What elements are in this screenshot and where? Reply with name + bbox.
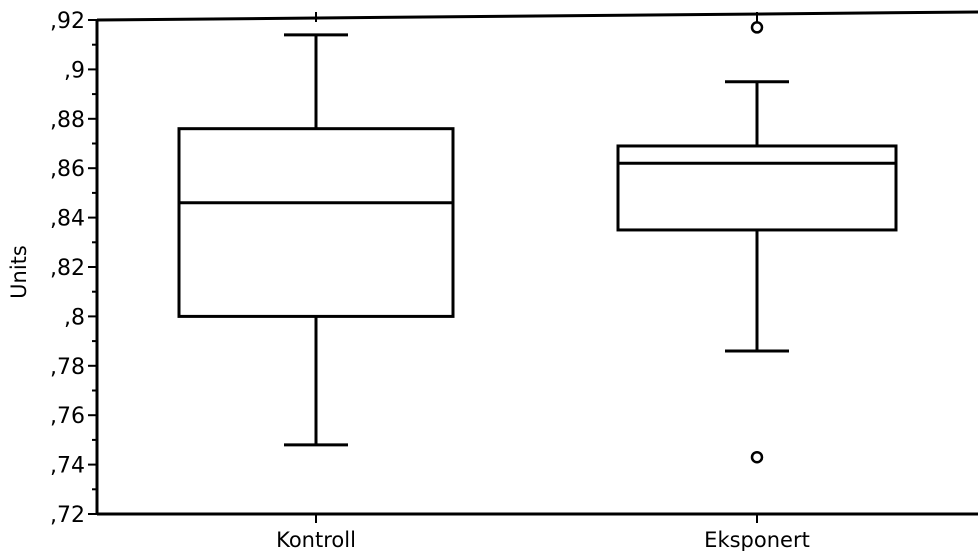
y-tick-label: ,86 xyxy=(50,157,85,182)
y-tick-label: ,92 xyxy=(50,9,85,34)
boxes-layer xyxy=(177,21,898,464)
y-tick-label: ,8 xyxy=(64,305,85,330)
y-tick-label: ,9 xyxy=(64,58,85,83)
outlier-point xyxy=(750,21,764,34)
y-tick-label: ,74 xyxy=(50,454,85,479)
y-tick-label: ,72 xyxy=(50,503,85,528)
box-group xyxy=(616,21,898,464)
plot-top-border xyxy=(96,10,978,22)
y-tick-label: ,76 xyxy=(50,404,85,429)
y-tick-label: ,78 xyxy=(50,355,85,380)
outlier-point xyxy=(750,450,764,464)
y-axis-title: Units xyxy=(7,245,31,299)
y-axis: ,72 ,74 ,76 ,78 ,8 ,82 ,84 ,86 ,88 ,9 ,92 xyxy=(50,9,97,528)
y-tick-label: ,84 xyxy=(50,207,85,232)
box-group xyxy=(177,33,455,447)
x-category-label: Eksponert xyxy=(704,528,810,551)
iqr-box xyxy=(177,127,455,318)
x-axis: Kontroll Eksponert xyxy=(276,12,810,551)
x-category-label: Kontroll xyxy=(276,528,356,551)
y-tick-label: ,82 xyxy=(50,256,85,281)
iqr-box xyxy=(616,144,898,232)
y-tick-label: ,88 xyxy=(50,108,85,133)
